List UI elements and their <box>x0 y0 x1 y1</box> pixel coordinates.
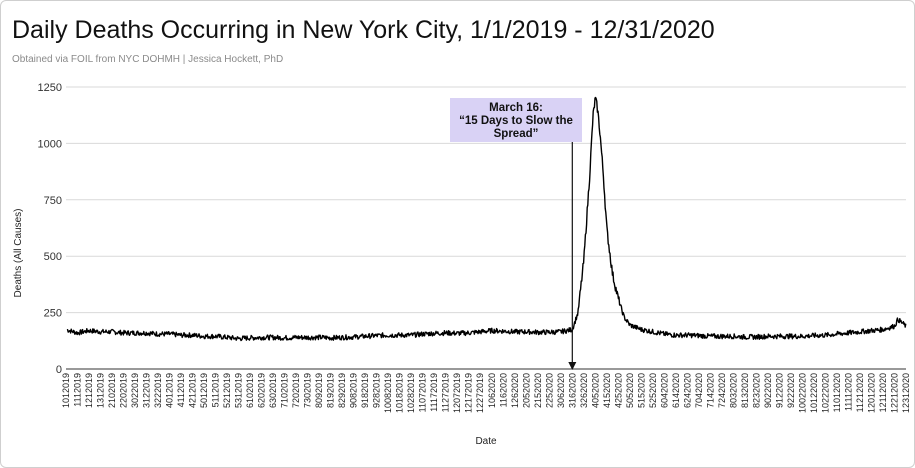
x-tick-label: 2252020 <box>544 373 554 408</box>
x-tick-label: 12112020 <box>878 373 888 412</box>
x-tick-label: 1312019 <box>96 373 106 408</box>
x-tick-label: 4212019 <box>188 373 198 408</box>
x-tick-label: 4012019 <box>165 373 175 408</box>
x-tick-label: 3022019 <box>130 373 140 408</box>
x-tick-label: 2202019 <box>119 373 129 408</box>
x-tick-label: 3162020 <box>567 373 577 408</box>
x-tick-label: 2152020 <box>533 373 543 408</box>
x-tick-label: 7302019 <box>303 373 313 408</box>
x-tick-label: 1112019 <box>73 373 83 407</box>
x-tick-label: 5212019 <box>222 373 232 408</box>
x-tick-label: 9222020 <box>786 373 796 408</box>
x-tick-label: 11272019 <box>441 373 451 412</box>
x-tick-label: 6142020 <box>671 373 681 408</box>
x-tick-label: 12012020 <box>866 373 876 413</box>
x-tick-label: 11212020 <box>855 373 865 412</box>
x-tick-label: 5012019 <box>199 373 209 408</box>
x-tick-label: 5112019 <box>211 373 221 407</box>
y-axis-ticks: 0 250 500 750 1000 1250 <box>38 82 62 376</box>
x-tick-label: 1212019 <box>84 373 94 408</box>
x-tick-label: 10222020 <box>820 373 830 413</box>
y-axis-title: Deaths (All Causes) <box>13 209 24 298</box>
x-tick-label: 9122020 <box>774 373 784 408</box>
x-tick-label: 11172019 <box>429 373 439 412</box>
series-line <box>66 96 907 342</box>
x-tick-label: 9082019 <box>349 373 359 408</box>
x-tick-label: 3122019 <box>142 373 152 408</box>
x-tick-label: 1062020 <box>487 373 497 408</box>
x-tick-label: 5312019 <box>234 373 244 408</box>
x-tick-label: 1262020 <box>510 373 520 408</box>
x-tick-label: 8132020 <box>740 373 750 408</box>
x-tick-label: 10082019 <box>383 373 393 413</box>
x-tick-label: 9282019 <box>372 373 382 408</box>
x-tick-label: 6102019 <box>245 373 255 408</box>
annotation-line: Spread” <box>494 128 539 140</box>
y-tick-label: 1000 <box>38 138 62 150</box>
x-tick-label: 1162020 <box>498 373 508 407</box>
series-daily-deaths <box>66 96 907 342</box>
x-tick-label: 10122020 <box>809 373 819 413</box>
x-tick-label: 12272019 <box>475 373 485 413</box>
x-tick-label: 4152020 <box>602 373 612 408</box>
x-tick-label: 10282019 <box>406 373 416 413</box>
x-tick-label: 3062020 <box>556 373 566 408</box>
x-tick-label: 6242020 <box>682 373 692 408</box>
x-tick-label: 8032020 <box>728 373 738 408</box>
x-tick-label: 6202019 <box>257 373 267 408</box>
x-tick-label: 11112020 <box>843 373 853 411</box>
x-tick-label: 6302019 <box>268 373 278 408</box>
x-tick-label: 11012020 <box>832 373 842 412</box>
x-tick-label: 6042020 <box>659 373 669 408</box>
x-tick-label: 5052020 <box>625 373 635 408</box>
x-tick-label: 3262020 <box>579 373 589 408</box>
x-tick-label: 9182019 <box>360 373 370 408</box>
y-tick-label: 0 <box>56 364 62 376</box>
x-axis-ticks: 1012019 1112019 1212019 1312019 2102019 22020… <box>61 373 911 413</box>
x-tick-label: 3222019 <box>153 373 163 408</box>
annotation-line: “15 Days to Slow the <box>459 115 573 127</box>
gridlines <box>66 86 906 370</box>
x-tick-label: 5152020 <box>636 373 646 408</box>
x-tick-label: 12212020 <box>889 373 899 413</box>
x-tick-label: 11072019 <box>418 373 428 412</box>
x-axis-title: Date <box>475 436 497 447</box>
annotation-arrow-head <box>568 362 577 370</box>
x-tick-label: 1012019 <box>61 373 71 408</box>
x-tick-label: 12312020 <box>901 373 911 413</box>
chart-subtitle: Obtained via FOIL from NYC DOHMH | Jessi… <box>12 54 284 65</box>
x-tick-label: 7142020 <box>705 373 715 408</box>
x-tick-label: 8292019 <box>337 373 347 408</box>
x-tick-label: 7202019 <box>291 373 301 408</box>
y-tick-label: 1250 <box>38 82 62 94</box>
x-tick-label: 7242020 <box>717 373 727 408</box>
x-tick-label: 2102019 <box>107 373 117 408</box>
x-tick-label: 4252020 <box>613 373 623 408</box>
x-tick-label: 10022020 <box>797 373 807 413</box>
x-tick-label: 12172019 <box>464 373 474 413</box>
x-tick-label: 9022020 <box>763 373 773 408</box>
y-tick-label: 250 <box>44 308 62 320</box>
x-tick-label: 2052020 <box>521 373 531 408</box>
x-tick-label: 5252020 <box>648 373 658 408</box>
x-tick-label: 8192019 <box>326 373 336 408</box>
x-tick-label: 12072019 <box>452 373 462 413</box>
annotation-box <box>450 98 582 142</box>
x-tick-label: 4112019 <box>176 373 186 407</box>
chart-title: Daily Deaths Occurring in New York City,… <box>12 16 715 44</box>
x-tick-label: 4052020 <box>590 373 600 408</box>
x-tick-label: 8092019 <box>314 373 324 408</box>
x-tick-label: 8232020 <box>751 373 761 408</box>
x-tick-label: 7102019 <box>280 373 290 408</box>
x-tick-label: 10182019 <box>395 373 405 413</box>
annotation-line: March 16: <box>489 102 543 114</box>
x-tick-label: 7042020 <box>694 373 704 408</box>
y-tick-label: 500 <box>44 251 62 263</box>
y-tick-label: 750 <box>44 195 62 207</box>
